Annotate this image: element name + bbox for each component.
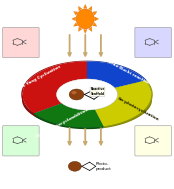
Polygon shape	[74, 22, 78, 26]
Polygon shape	[93, 12, 97, 15]
Text: Paterno-Buchi reaction: Paterno-Buchi reaction	[100, 56, 150, 85]
Polygon shape	[34, 103, 104, 128]
Polygon shape	[22, 72, 87, 100]
Polygon shape	[95, 17, 99, 21]
Polygon shape	[104, 80, 153, 127]
Polygon shape	[21, 61, 87, 114]
Polygon shape	[89, 6, 92, 11]
Polygon shape	[84, 29, 87, 33]
Polygon shape	[74, 12, 78, 15]
Circle shape	[76, 9, 94, 29]
Polygon shape	[34, 103, 104, 128]
Text: 6π-photocyclization: 6π-photocyclization	[117, 97, 160, 122]
FancyBboxPatch shape	[135, 27, 171, 58]
Text: Reactive
Scaffold: Reactive Scaffold	[90, 87, 105, 96]
Polygon shape	[95, 81, 151, 126]
Polygon shape	[95, 86, 151, 128]
Ellipse shape	[71, 91, 77, 94]
Polygon shape	[34, 81, 151, 128]
Polygon shape	[23, 61, 87, 113]
Ellipse shape	[69, 89, 84, 100]
FancyBboxPatch shape	[3, 27, 39, 58]
Ellipse shape	[57, 79, 117, 110]
Text: Norrish Yang Cyclization: Norrish Yang Cyclization	[9, 65, 61, 95]
Text: [2+2] photocycloaddition: [2+2] photocycloaddition	[35, 107, 90, 139]
Polygon shape	[45, 118, 129, 128]
Polygon shape	[87, 61, 147, 81]
Polygon shape	[34, 107, 104, 129]
Text: Photo-
product: Photo- product	[96, 162, 112, 171]
Ellipse shape	[68, 161, 81, 171]
Polygon shape	[79, 6, 82, 11]
Polygon shape	[72, 17, 76, 21]
Polygon shape	[87, 61, 145, 88]
Polygon shape	[95, 81, 151, 126]
Polygon shape	[78, 27, 82, 32]
Polygon shape	[33, 113, 104, 128]
Polygon shape	[84, 4, 87, 8]
FancyBboxPatch shape	[135, 126, 171, 156]
Polygon shape	[93, 22, 97, 26]
Polygon shape	[89, 27, 92, 32]
FancyBboxPatch shape	[3, 126, 39, 156]
Polygon shape	[87, 72, 152, 121]
Polygon shape	[22, 72, 87, 121]
